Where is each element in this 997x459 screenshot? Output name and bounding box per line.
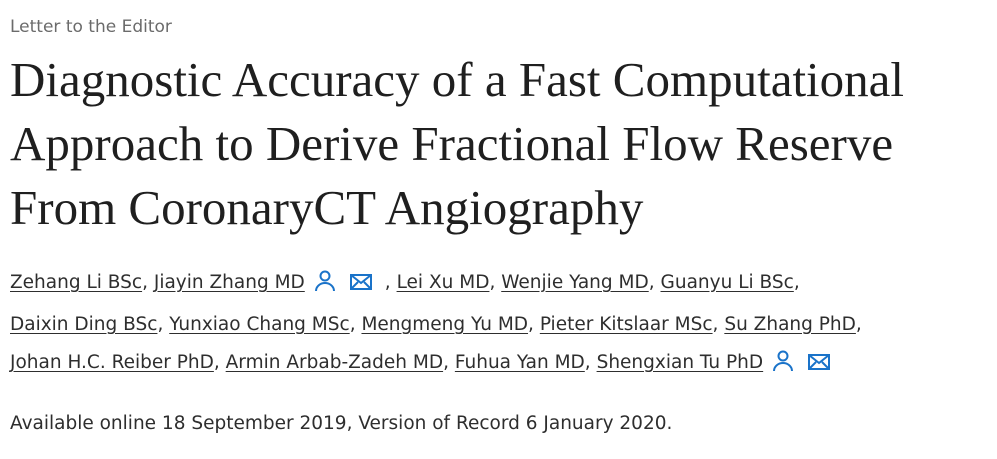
author-name[interactable]: Yunxiao Chang MSc <box>169 314 350 335</box>
author-name[interactable]: Lei Xu MD <box>396 272 490 293</box>
separator: , <box>712 314 719 335</box>
separator: , <box>213 352 220 373</box>
title-line: Approach to Derive Fractional Flow Reser… <box>10 116 894 171</box>
author-line: Daixin Ding BSc, Yunxiao Chang MSc, Meng… <box>10 306 862 344</box>
separator: , <box>648 272 655 293</box>
separator: , <box>489 272 496 293</box>
author-name[interactable]: Jiayin Zhang MD <box>153 272 305 293</box>
article-type: Letter to the Editor <box>10 17 172 37</box>
author-name[interactable]: Johan H.C. Reiber PhD <box>10 352 214 373</box>
author-name[interactable]: Guanyu Li BSc <box>660 272 794 293</box>
author-name[interactable]: Mengmeng Yu MD <box>361 314 529 335</box>
author-name[interactable]: Su Zhang PhD <box>724 314 856 335</box>
separator: , <box>584 352 591 373</box>
contact-icons[interactable] <box>314 268 379 306</box>
contact-icons[interactable] <box>773 348 837 386</box>
separator: , <box>142 272 148 293</box>
separator: , <box>793 272 800 293</box>
separator: , <box>443 352 449 373</box>
availability: Available online 18 September 2019, Vers… <box>10 413 673 434</box>
author-name[interactable]: Shengxian Tu PhD <box>596 352 764 373</box>
author-name[interactable]: Pieter Kitslaar MSc <box>539 314 713 335</box>
author-name[interactable]: Fuhua Yan MD <box>454 352 585 373</box>
separator: , <box>157 314 164 335</box>
separator: , <box>384 272 391 293</box>
article-title: Diagnostic Accuracy of a Fast Computatio… <box>10 48 904 240</box>
title-line: Diagnostic Accuracy of a Fast Computatio… <box>10 52 905 107</box>
author-name[interactable]: Armin Arbab-Zadeh MD <box>225 352 444 373</box>
author-list: Zehang Li BSc, Jiayin Zhang MD, Lei Xu M… <box>10 264 862 386</box>
author-name[interactable]: Wenjie Yang MD <box>501 272 649 293</box>
author-name[interactable]: Zehang Li BSc <box>10 272 143 293</box>
author-line: Johan H.C. Reiber PhD, Armin Arbab-Zadeh… <box>10 344 862 386</box>
separator: , <box>855 314 862 335</box>
title-line: From CoronaryCT Angiography <box>10 180 644 235</box>
author-line: Zehang Li BSc, Jiayin Zhang MD, Lei Xu M… <box>10 264 862 306</box>
separator: , <box>349 314 356 335</box>
author-name[interactable]: Daixin Ding BSc <box>10 314 158 335</box>
separator: , <box>528 314 534 335</box>
